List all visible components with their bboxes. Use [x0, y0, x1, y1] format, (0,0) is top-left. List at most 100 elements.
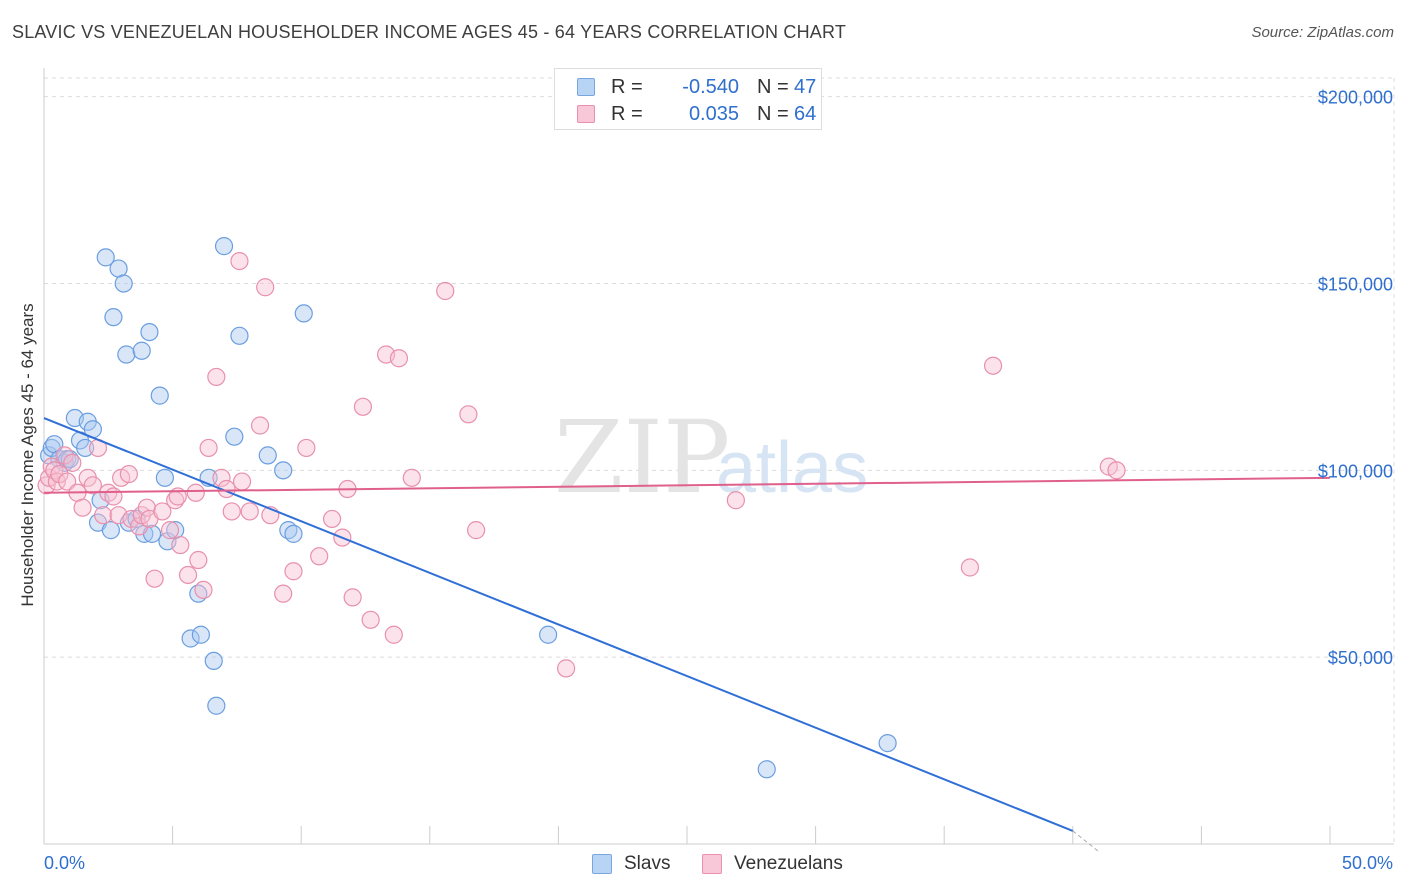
- legend-label-slavs: Slavs: [624, 853, 671, 874]
- y-tick-label: $150,000: [1318, 275, 1393, 295]
- data-point: [58, 472, 77, 491]
- stats-r-label: R =: [611, 76, 643, 98]
- data-point: [436, 281, 455, 301]
- data-point: [256, 278, 275, 297]
- data-point: [402, 468, 421, 487]
- data-point: [204, 651, 223, 671]
- data-point: [232, 472, 252, 491]
- x-tick-label: 50.0%: [1342, 853, 1393, 873]
- data-point: [297, 438, 316, 458]
- data-point: [225, 427, 244, 446]
- tick-labels: $50,000 $100,000 $150,000 $200,000 0.0% 50.0%: [44, 88, 1393, 873]
- data-point: [104, 487, 123, 506]
- data-point: [181, 629, 200, 648]
- data-point: [274, 461, 293, 480]
- stats-box: R = -0.540 N = 47 R = 0.035 N = 64: [554, 68, 822, 130]
- data-point: [145, 569, 164, 588]
- axes: [43, 68, 1394, 845]
- stats-swatch-venezuelans: [577, 105, 595, 123]
- data-point: [122, 509, 141, 529]
- data-point: [178, 565, 198, 585]
- data-point: [114, 274, 133, 293]
- data-point: [258, 446, 277, 465]
- data-point: [222, 502, 241, 521]
- trend-extension-slavs: [1072, 830, 1099, 852]
- data-point: [50, 464, 69, 484]
- data-point: [96, 248, 115, 267]
- data-point: [199, 438, 218, 458]
- data-point: [310, 547, 329, 566]
- legend-swatch-slavs: [592, 854, 612, 874]
- data-point: [557, 659, 576, 678]
- data-point: [76, 438, 95, 458]
- data-point: [230, 251, 249, 271]
- data-point: [171, 535, 190, 555]
- data-point: [155, 468, 174, 487]
- stats-swatch-slavs: [577, 78, 595, 96]
- data-point: [194, 580, 213, 600]
- data-point: [240, 502, 259, 521]
- data-point: [384, 625, 403, 644]
- data-point: [191, 625, 210, 644]
- data-point: [37, 476, 56, 495]
- data-point: [459, 405, 478, 424]
- data-point: [726, 491, 745, 510]
- data-point: [101, 521, 120, 540]
- data-point: [757, 760, 776, 779]
- watermark-zip: ZIP: [554, 399, 730, 516]
- y-tick-label: $50,000: [1328, 648, 1393, 668]
- stats-n-label: N =: [757, 103, 789, 125]
- data-points: [37, 237, 1126, 779]
- data-point: [389, 349, 409, 368]
- data-point: [284, 524, 303, 543]
- chart-title: SLAVIC VS VENEZUELAN HOUSEHOLDER INCOME …: [12, 22, 847, 42]
- data-point: [83, 476, 102, 495]
- data-point: [160, 521, 180, 540]
- data-point: [119, 464, 138, 484]
- legend-swatch-venezuelans: [702, 854, 722, 874]
- data-point: [250, 416, 270, 435]
- data-point: [73, 498, 92, 517]
- data-point: [140, 322, 159, 342]
- data-point: [960, 558, 980, 577]
- stats-r-value: -0.540: [682, 76, 739, 98]
- data-point: [189, 550, 208, 570]
- data-point: [47, 472, 66, 491]
- stats-n-label: N =: [757, 76, 789, 98]
- legend: Slavs Venezuelans: [0, 852, 1406, 878]
- data-point: [466, 521, 486, 540]
- data-point: [361, 610, 380, 629]
- data-point: [983, 356, 1003, 375]
- data-point: [214, 237, 234, 256]
- data-point: [212, 468, 231, 487]
- stats-r-value: 0.035: [688, 103, 739, 125]
- data-point: [63, 453, 82, 472]
- data-point: [207, 367, 226, 387]
- data-point: [130, 517, 149, 536]
- data-point: [132, 341, 151, 360]
- data-point: [539, 625, 558, 644]
- trend-lines: [43, 417, 1331, 852]
- data-point: [353, 397, 373, 416]
- stats-n-value: 64: [794, 103, 817, 125]
- data-point: [294, 304, 313, 323]
- data-point: [284, 562, 303, 581]
- data-point: [55, 446, 74, 465]
- data-point: [94, 506, 113, 525]
- data-point: [137, 498, 156, 517]
- data-point: [150, 386, 169, 405]
- data-point: [230, 326, 249, 345]
- stats-n-value: 47: [794, 76, 817, 98]
- y-tick-label: $100,000: [1318, 461, 1393, 481]
- data-point: [343, 588, 362, 607]
- y-axis-label: Householder Income Ages 45 - 64 years: [18, 303, 37, 607]
- data-point: [207, 696, 226, 715]
- source-label: Source: ZipAtlas.com: [1251, 24, 1394, 41]
- data-point: [878, 734, 897, 753]
- y-tick-label: $200,000: [1318, 88, 1393, 108]
- data-point: [104, 308, 123, 327]
- trend-line-venezuelans: [43, 476, 1331, 494]
- data-point: [274, 584, 293, 603]
- data-point: [117, 345, 136, 364]
